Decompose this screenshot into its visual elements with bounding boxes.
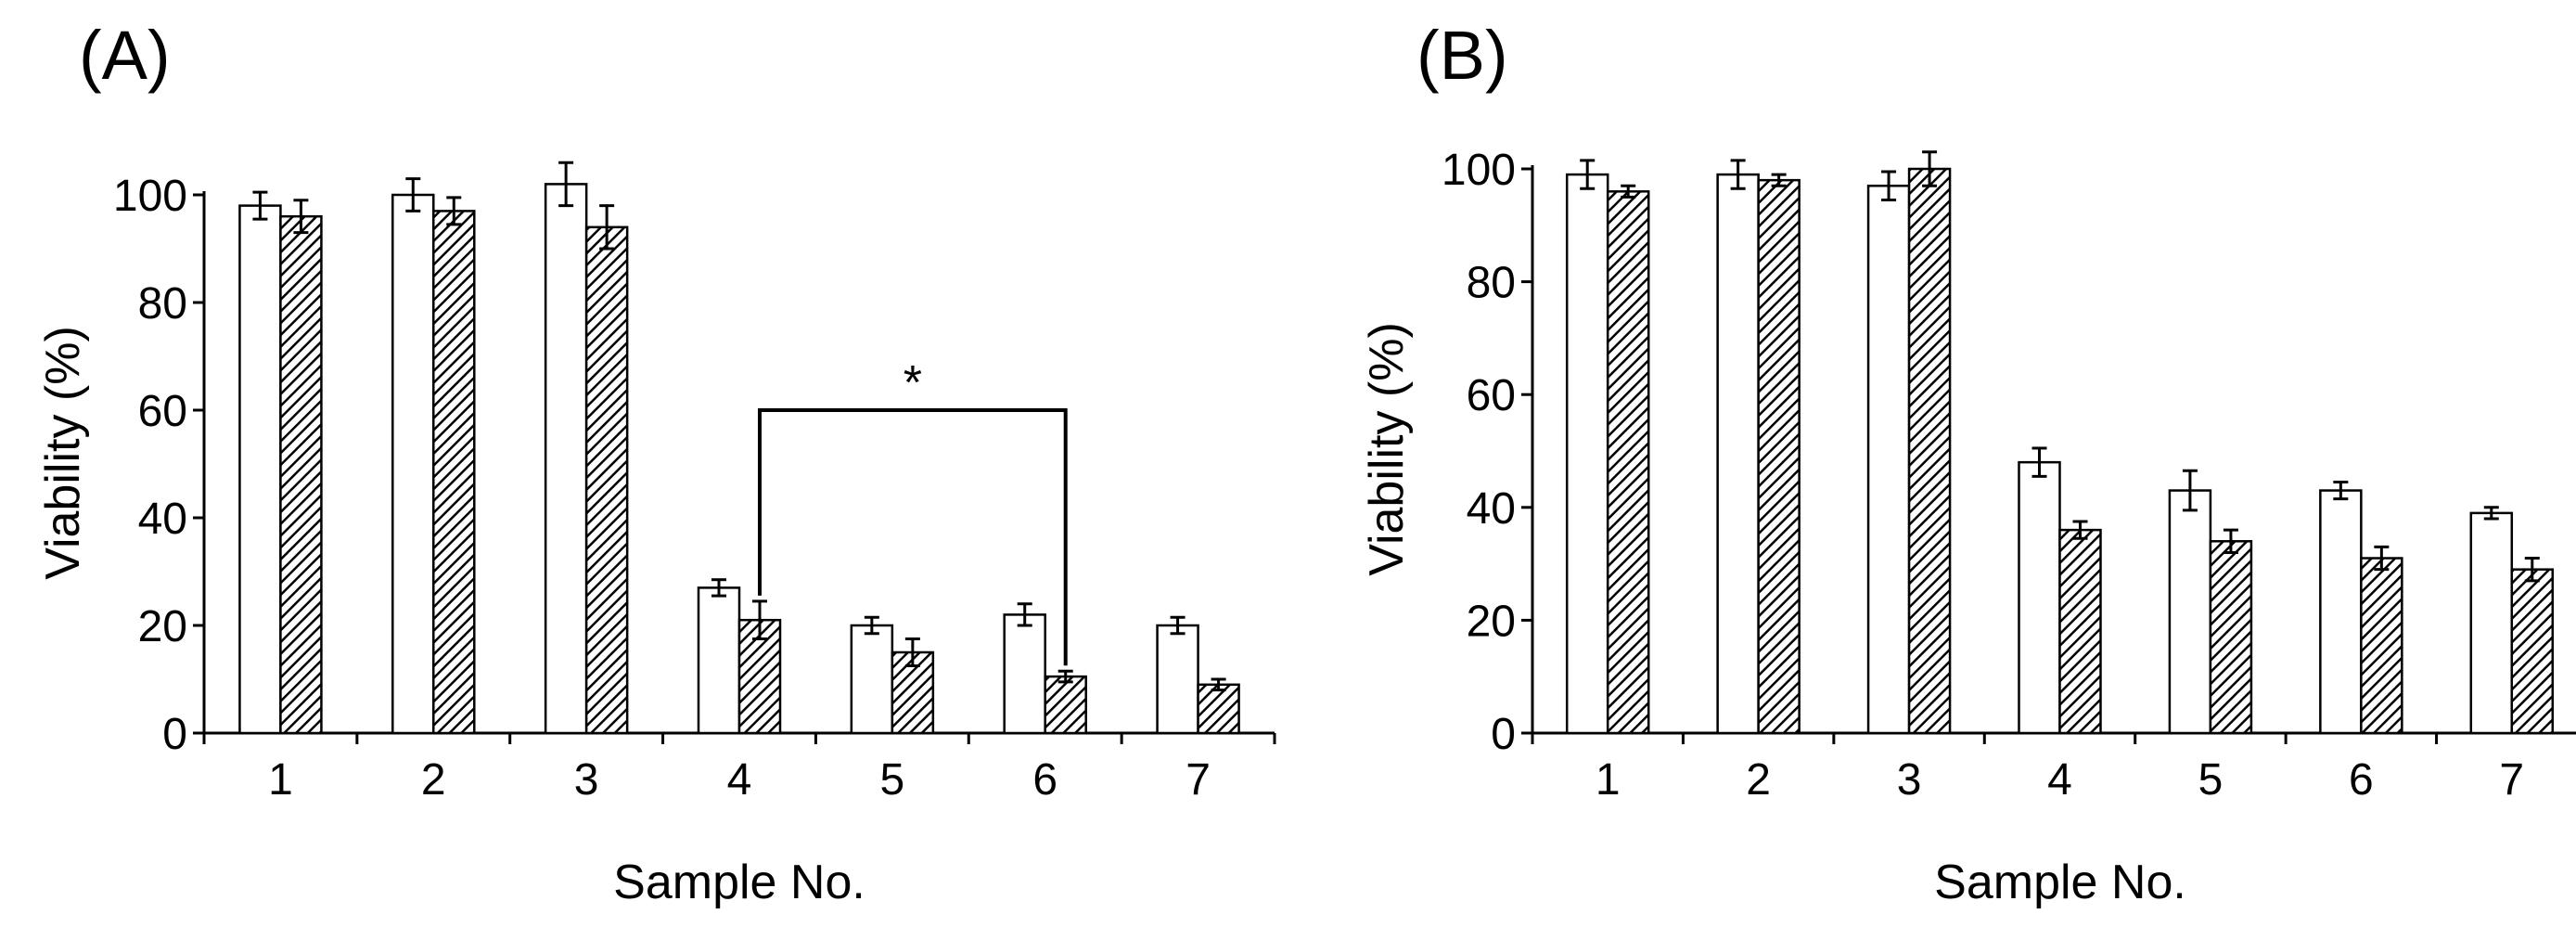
y-tick-labels: 0 20 40 60 80 100 <box>113 172 187 759</box>
y-tick-label: 0 <box>162 710 187 759</box>
bar-open <box>1866 184 1911 735</box>
x-axis-title: Sample No. <box>613 856 865 909</box>
bar-hatched <box>1907 167 1952 735</box>
bar-open <box>850 624 894 735</box>
significance-star: * <box>904 356 922 410</box>
x-tick-label: 2 <box>421 755 446 805</box>
bar-open <box>238 204 282 735</box>
bar-hatched <box>279 214 323 735</box>
bar-hatched <box>2510 568 2555 735</box>
y-tick-label: 20 <box>138 602 187 651</box>
significance-bracket <box>758 408 1068 666</box>
x-tick-label: 6 <box>1032 755 1057 805</box>
chart-panel-b: (B) Viability (%) Sample No. 0 20 40 60 … <box>1360 17 2576 909</box>
x-tick-label: 2 <box>1746 755 1771 805</box>
y-tick-label: 100 <box>113 172 187 221</box>
y-tick-label: 40 <box>138 495 187 544</box>
bar-hatched <box>584 225 629 735</box>
bar-open <box>2018 460 2061 735</box>
panel-label: (A) <box>79 17 171 94</box>
bar-open <box>2469 511 2514 735</box>
bar-open <box>544 183 588 735</box>
y-tick-label: 80 <box>1467 259 1516 308</box>
y-tick-label: 60 <box>138 387 187 436</box>
x-axis-title: Sample No. <box>1934 856 2186 909</box>
bar-hatched <box>1197 683 1240 735</box>
x-tick-label: 5 <box>2198 755 2224 805</box>
bar-open <box>2168 489 2212 735</box>
x-tick-label: 1 <box>1596 755 1621 805</box>
x-tick-labels: 1 2 3 4 5 6 7 <box>1596 755 2524 805</box>
bar-hatched <box>2058 528 2102 735</box>
bar-open <box>1716 173 1760 735</box>
bar-open <box>1003 613 1046 735</box>
x-tick-label: 3 <box>574 755 599 805</box>
x-tick-label: 4 <box>727 755 752 805</box>
bar-open <box>2319 489 2363 735</box>
bar-open <box>1565 173 1609 735</box>
bar-open <box>391 193 435 735</box>
bar-hatched <box>2209 540 2253 735</box>
chart-panel-a: (A) Viability (%) Sample No. 0 20 40 60 … <box>36 17 1276 909</box>
x-tick-label: 7 <box>1185 755 1211 805</box>
y-axis-title: Viability (%) <box>36 326 90 580</box>
x-tick-label: 4 <box>2047 755 2072 805</box>
x-tick-label: 7 <box>2499 755 2524 805</box>
x-tick-label: 3 <box>1897 755 1922 805</box>
bar-hatched <box>1044 675 1087 735</box>
y-tick-label: 60 <box>1467 371 1516 420</box>
x-tick-labels: 1 2 3 4 5 6 7 <box>268 755 1211 805</box>
y-tick-label: 0 <box>1491 710 1516 759</box>
x-tick-label: 6 <box>2349 755 2374 805</box>
y-tick-label: 80 <box>138 279 187 328</box>
bar-hatched <box>2360 557 2403 735</box>
bar-hatched <box>1757 178 1801 735</box>
y-axis-title: Viability (%) <box>1360 322 1414 576</box>
y-tick-labels: 0 20 40 60 80 100 <box>1442 146 1516 759</box>
x-tick-label: 5 <box>880 755 905 805</box>
panel-label: (B) <box>1416 17 1508 94</box>
bar-hatched <box>432 210 476 735</box>
x-tick-label: 1 <box>268 755 293 805</box>
bar-hatched <box>1606 190 1650 735</box>
y-tick-label: 20 <box>1467 597 1516 646</box>
y-tick-label: 100 <box>1442 146 1516 195</box>
bar-open <box>697 586 741 735</box>
bar-open <box>1156 624 1199 735</box>
y-tick-label: 40 <box>1467 484 1516 534</box>
